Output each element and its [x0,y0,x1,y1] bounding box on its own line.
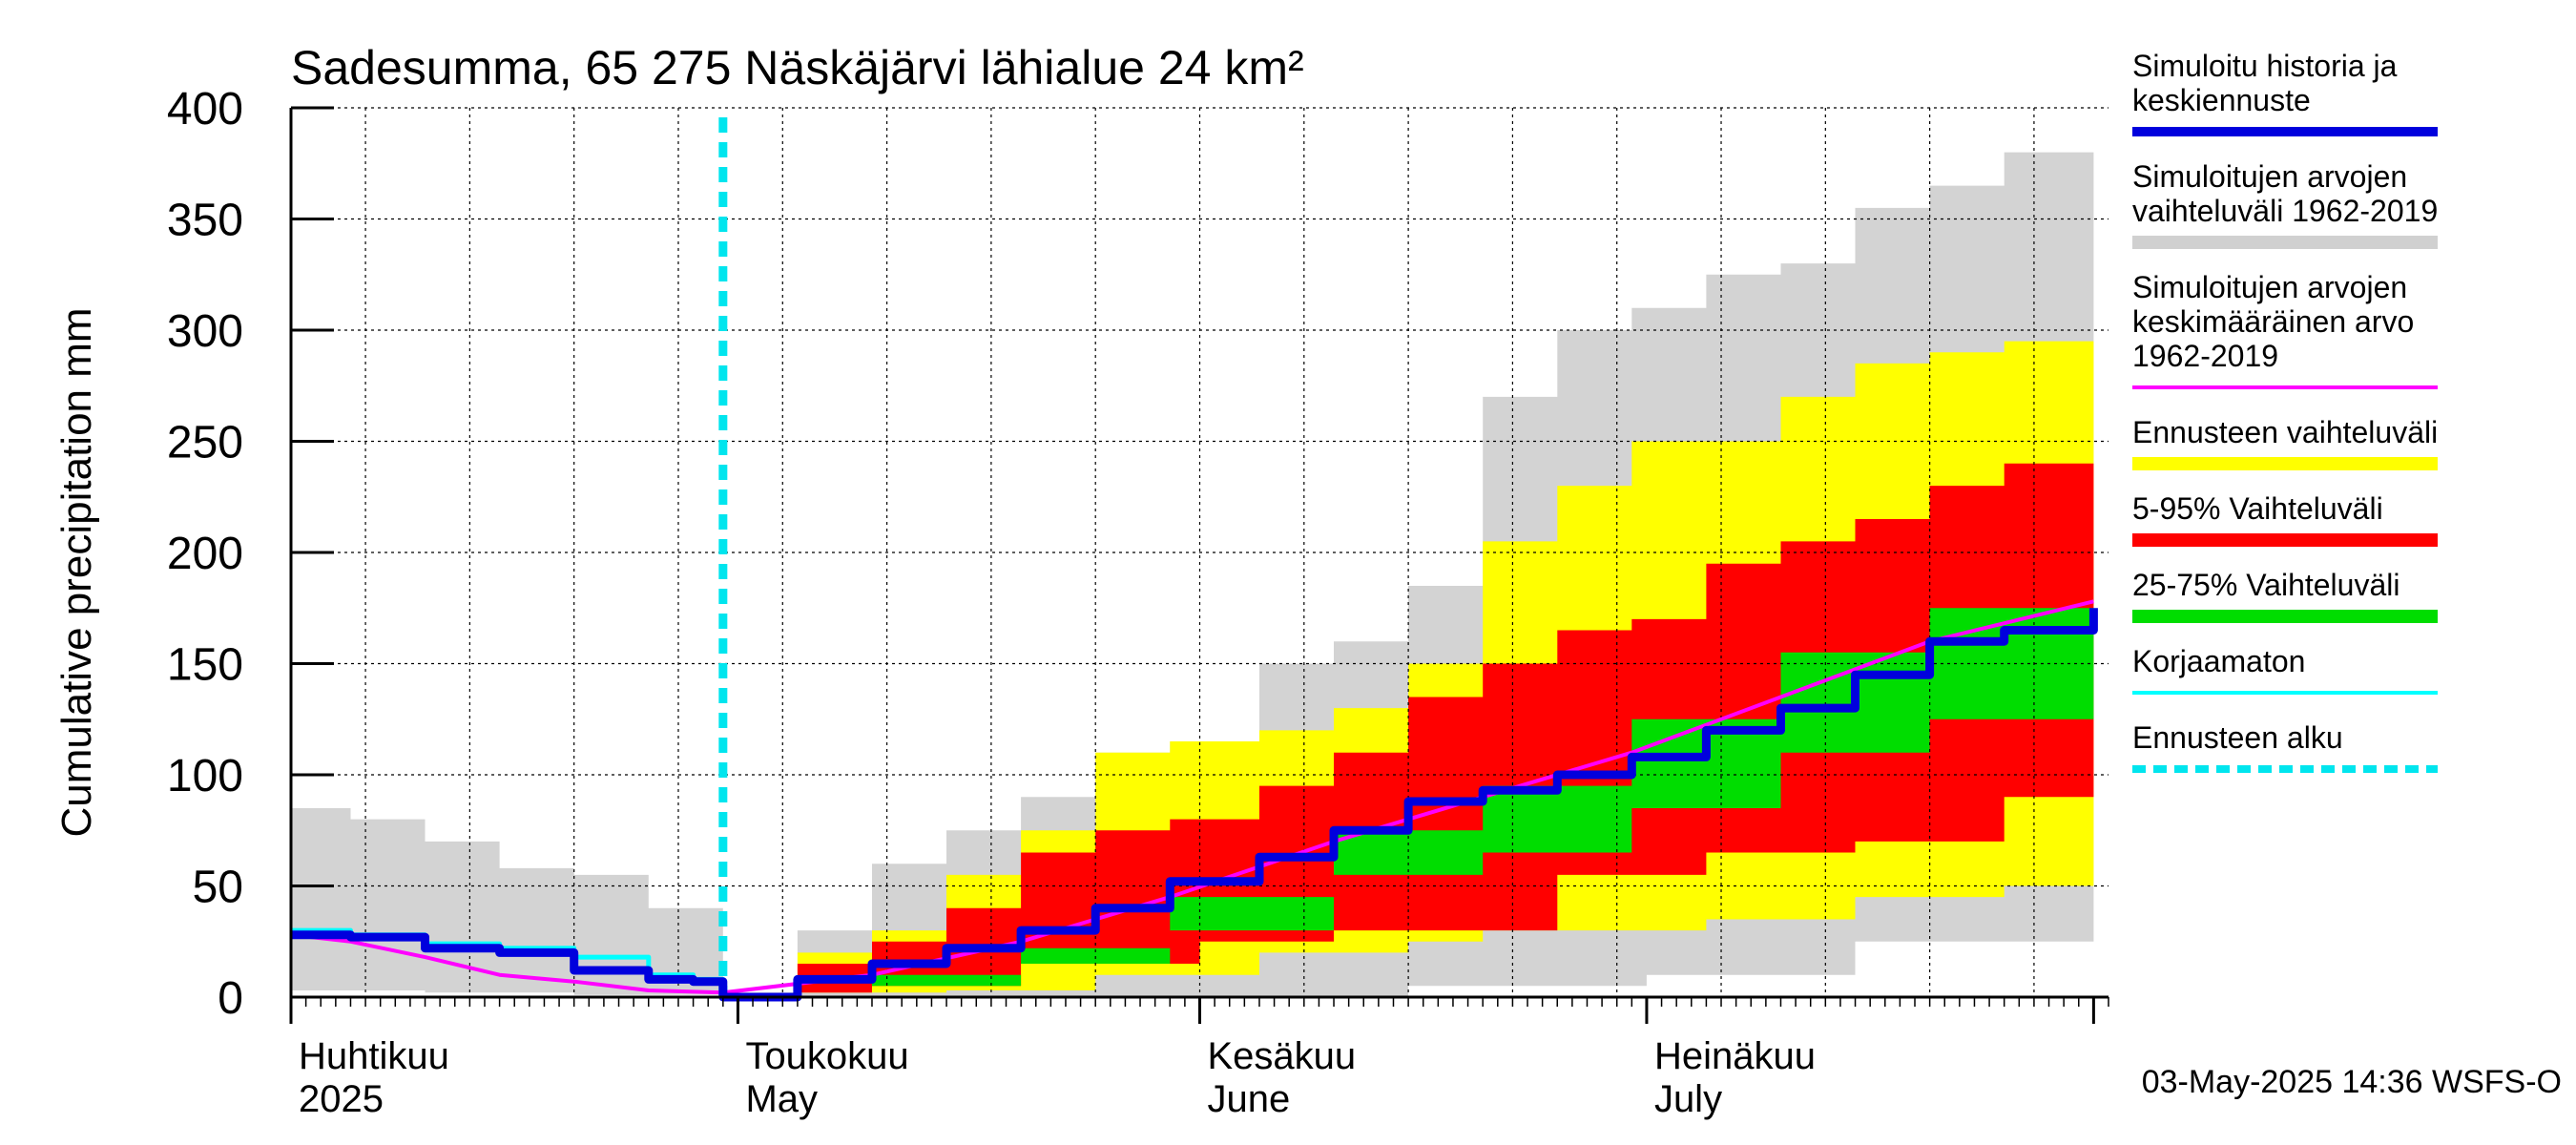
x-year-label: July [1654,1078,1722,1120]
x-month-label: Kesäkuu [1208,1035,1357,1077]
legend-label: Simuloitujen arvojen [2132,270,2407,304]
chart-title: Sadesumma, 65 275 Näskäjärvi lähialue 24… [291,41,1304,94]
legend-label: 25-75% Vaihteluväli [2132,568,2399,602]
legend-label: Simuloitujen arvojen [2132,159,2407,194]
y-tick-label: 350 [167,196,243,246]
x-year-label: June [1208,1078,1291,1120]
timestamp: 03-May-2025 14:36 WSFS-O [2142,1064,2562,1100]
x-month-label: Heinäkuu [1654,1035,1816,1077]
legend-label: 5-95% Vaihteluväli [2132,491,2383,526]
history-line [291,608,2098,1002]
y-tick-label: 50 [193,863,243,913]
legend-label: Ennusteen vaihteluväli [2132,415,2438,449]
y-tick-label: 150 [167,640,243,691]
y-tick-label: 0 [218,973,243,1024]
x-month-label: Huhtikuu [299,1035,449,1077]
y-tick-label: 200 [167,529,243,579]
p5-95-band [722,436,2094,993]
grid [291,107,2109,997]
legend-label: vaihteluväli 1962-2019 [2132,194,2438,228]
y-axis-label: Cumulative precipitation mm [53,307,100,837]
y-tick-label: 100 [167,751,243,802]
x-year-label: 2025 [299,1078,384,1120]
p25-75-band [722,489,2094,993]
legend-label: Ennusteen alku [2132,720,2343,755]
legend-label: keskiennuste [2132,83,2311,117]
y-tick-label: 250 [167,418,243,468]
x-year-label: May [745,1078,818,1120]
legend-label: Simuloitu historia ja [2132,49,2398,83]
y-tick-label: 300 [167,306,243,357]
legend-label: keskimääräinen arvo [2132,304,2414,339]
legend-label: 1962-2019 [2132,339,2278,373]
legend-label: Korjaamaton [2132,644,2305,678]
y-tick-label: 400 [167,84,243,135]
x-month-label: Toukokuu [745,1035,908,1077]
